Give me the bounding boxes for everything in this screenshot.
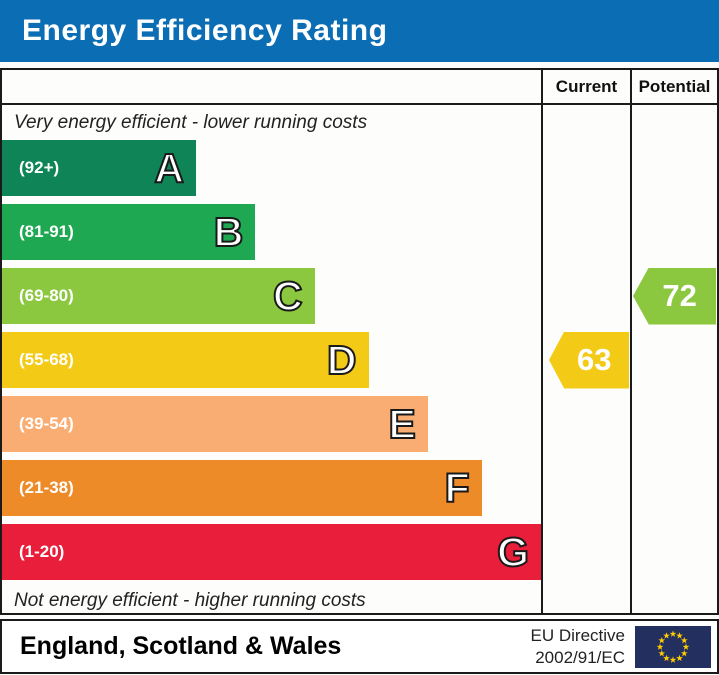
potential-rating-arrow: 72 <box>633 267 716 325</box>
column-header-potential: Potential <box>630 70 717 105</box>
band-range-label: (55-68) <box>19 350 74 369</box>
rating-table: Current Potential Very energy efficient … <box>0 68 719 615</box>
band-letter: B <box>213 208 245 255</box>
band-letter: C <box>272 272 304 319</box>
band-letter: G <box>496 528 530 575</box>
band-range-label: (92+) <box>19 158 60 177</box>
bottom-note: Not energy efficient - higher running co… <box>14 589 366 611</box>
band-row: (81-91) B <box>2 204 256 260</box>
eu-directive-label: EU Directive 2002/91/EC <box>531 625 625 668</box>
eu-flag-icon <box>635 625 711 668</box>
current-rating-value: 63 <box>576 342 612 377</box>
band-range-label: (69-80) <box>19 286 74 305</box>
header-cell-empty <box>2 70 541 105</box>
band-row: (1-20) G <box>2 524 541 580</box>
top-note: Very energy efficient - lower running co… <box>14 111 368 133</box>
footer-bar: England, Scotland & Wales EU Directive 2… <box>0 619 719 674</box>
column-header-current: Current <box>541 70 630 105</box>
band-range-label: (1-20) <box>19 542 65 561</box>
band-row: (21-38) F <box>2 460 482 516</box>
potential-rating-column: 72 <box>630 105 717 613</box>
band-letter: A <box>153 144 185 191</box>
band-range-label: (81-91) <box>19 222 74 241</box>
region-label: England, Scotland & Wales <box>20 632 342 660</box>
potential-rating-value: 72 <box>662 278 697 313</box>
title-banner: Energy Efficiency Rating <box>0 0 719 62</box>
band-row: (92+) A <box>2 140 197 196</box>
current-rating-arrow: 63 <box>549 331 629 389</box>
band-letter: F <box>444 464 471 511</box>
chart-body: Very energy efficient - lower running co… <box>2 105 541 613</box>
band-range-label: (39-54) <box>19 414 74 433</box>
band-letter: D <box>326 336 358 383</box>
band-range-label: (21-38) <box>19 478 74 497</box>
page-title: Energy Efficiency Rating <box>22 14 388 47</box>
eu-directive-line2: 2002/91/EC <box>535 647 625 667</box>
current-rating-column: 63 <box>541 105 630 613</box>
band-letter: E <box>387 400 416 447</box>
band-row: (69-80) C <box>2 268 315 324</box>
eu-directive-line1: EU Directive <box>530 626 625 646</box>
band-row: (55-68) D <box>2 332 369 388</box>
band-row: (39-54) E <box>2 396 428 452</box>
